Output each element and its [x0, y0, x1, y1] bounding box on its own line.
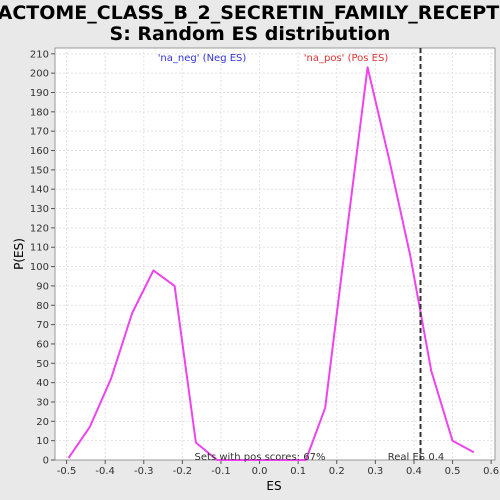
x-tick-label: 0.0: [252, 466, 268, 477]
legend-pos-es: 'na_pos' (Pos ES): [304, 53, 389, 64]
y-tick-label: 130: [30, 204, 49, 215]
y-axis-ticks: 0 10 20 30 40 50 60 70 80 90 100 110 120 130 140 150 160…: [30, 49, 55, 467]
x-tick-label: -0.5: [57, 466, 77, 477]
y-tick-label: 150: [30, 165, 49, 176]
y-tick-label: 30: [36, 397, 49, 408]
series-layer: [67, 66, 475, 461]
x-tick-label: 0.6: [483, 466, 499, 477]
y-tick-label: 40: [36, 378, 49, 389]
y-tick-label: 160: [30, 146, 49, 157]
x-tick-label: 0.4: [406, 466, 422, 477]
real-es-label: Real ES 0.4: [388, 452, 444, 463]
y-tick-label: 70: [36, 320, 49, 331]
y-tick-label: 180: [30, 107, 49, 118]
grid-lines: [55, 48, 495, 460]
y-tick-label: 170: [30, 127, 49, 138]
x-tick-label: -0.1: [211, 466, 231, 477]
x-axis-label: ES: [266, 479, 281, 493]
y-tick-label: 0: [43, 456, 49, 467]
plot-area: [54, 47, 496, 461]
y-tick-label: 50: [36, 359, 49, 370]
x-tick-label: -0.4: [95, 466, 115, 477]
chart-title-line-2: S: Random ES distribution: [110, 23, 391, 45]
y-axis-label: P(ES): [12, 238, 26, 270]
pos-scores-annotation: Sets with pos scores: 67%: [195, 452, 326, 463]
y-tick-label: 120: [30, 223, 49, 234]
x-tick-label: 0.5: [445, 466, 461, 477]
x-tick-label: 0.2: [329, 466, 345, 477]
y-tick-label: 100: [30, 262, 49, 273]
y-tick-label: 110: [30, 243, 49, 254]
x-tick-label: 0.1: [290, 466, 306, 477]
y-tick-label: 200: [30, 69, 49, 80]
y-tick-label: 80: [36, 301, 49, 312]
y-tick-label: 90: [36, 281, 49, 292]
x-axis-ticks: -0.5 -0.4 -0.3 -0.2 -0.1 0.0 0.1 0.2 0.3 0.4 0.5 0.…: [57, 460, 499, 477]
y-tick-label: 20: [36, 417, 49, 428]
x-tick-label: -0.3: [134, 466, 154, 477]
y-tick-label: 60: [36, 339, 49, 350]
y-tick-label: 190: [30, 88, 49, 99]
x-tick-label: 0.3: [367, 466, 383, 477]
chart-title-line-1: REACTOME_CLASS_B_2_SECRETIN_FAMILY_RECEP…: [0, 2, 500, 24]
x-tick-label: -0.2: [173, 466, 193, 477]
y-tick-label: 10: [36, 436, 49, 447]
legend-neg-es: 'na_neg' (Neg ES): [158, 53, 247, 64]
y-tick-label: 140: [30, 185, 49, 196]
y-tick-label: 210: [30, 49, 49, 60]
es-distribution-line: [67, 66, 475, 461]
